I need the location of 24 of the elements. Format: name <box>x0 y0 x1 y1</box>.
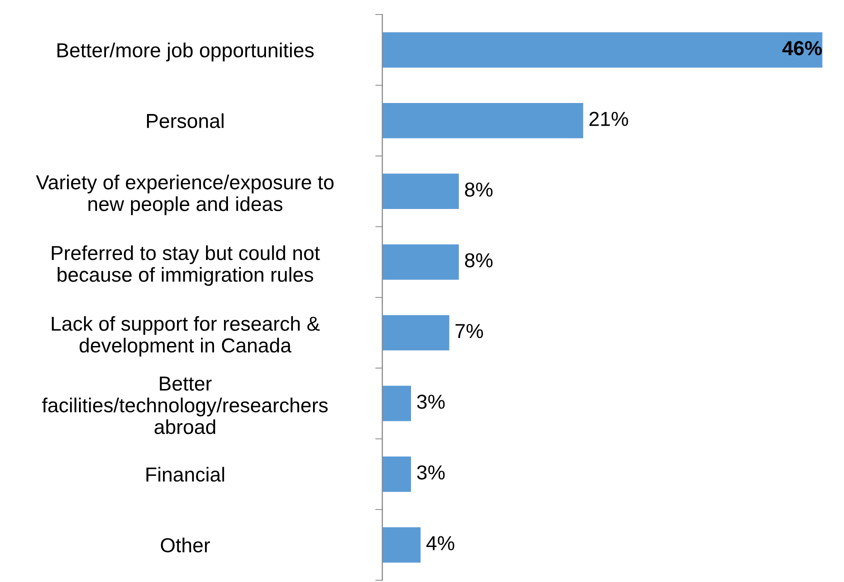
y-tick-label: Personal <box>147 113 224 128</box>
bar <box>382 244 459 280</box>
y-tick-label: Variety of experience/exposure to new people and ideas <box>36 174 334 216</box>
y-tick-label: Better facilities/technology/researchers abroad <box>42 376 328 434</box>
data-label: 46% <box>782 41 822 56</box>
y-tick-label: Financial <box>146 466 224 482</box>
bar <box>382 456 412 492</box>
y-tick-label: Lack of support for research & development in Canada <box>52 316 320 357</box>
bar <box>382 386 412 422</box>
bar <box>382 174 459 210</box>
data-label: 8% <box>465 182 493 197</box>
y-tick-label: Other <box>160 538 210 552</box>
data-label: 3% <box>417 394 445 409</box>
bar <box>382 102 584 138</box>
data-label: 7% <box>456 324 483 338</box>
data-label: 21% <box>590 112 628 126</box>
data-label: 3% <box>417 465 445 480</box>
bar <box>382 32 822 68</box>
bar <box>382 315 450 350</box>
bar <box>382 527 421 563</box>
data-label: 8% <box>465 253 493 268</box>
y-tick-label: Better/more job opportunities <box>57 42 314 62</box>
data-label: 4% <box>426 536 454 550</box>
y-tick-label: Preferred to stay but could not because of immigration rules <box>52 245 320 286</box>
